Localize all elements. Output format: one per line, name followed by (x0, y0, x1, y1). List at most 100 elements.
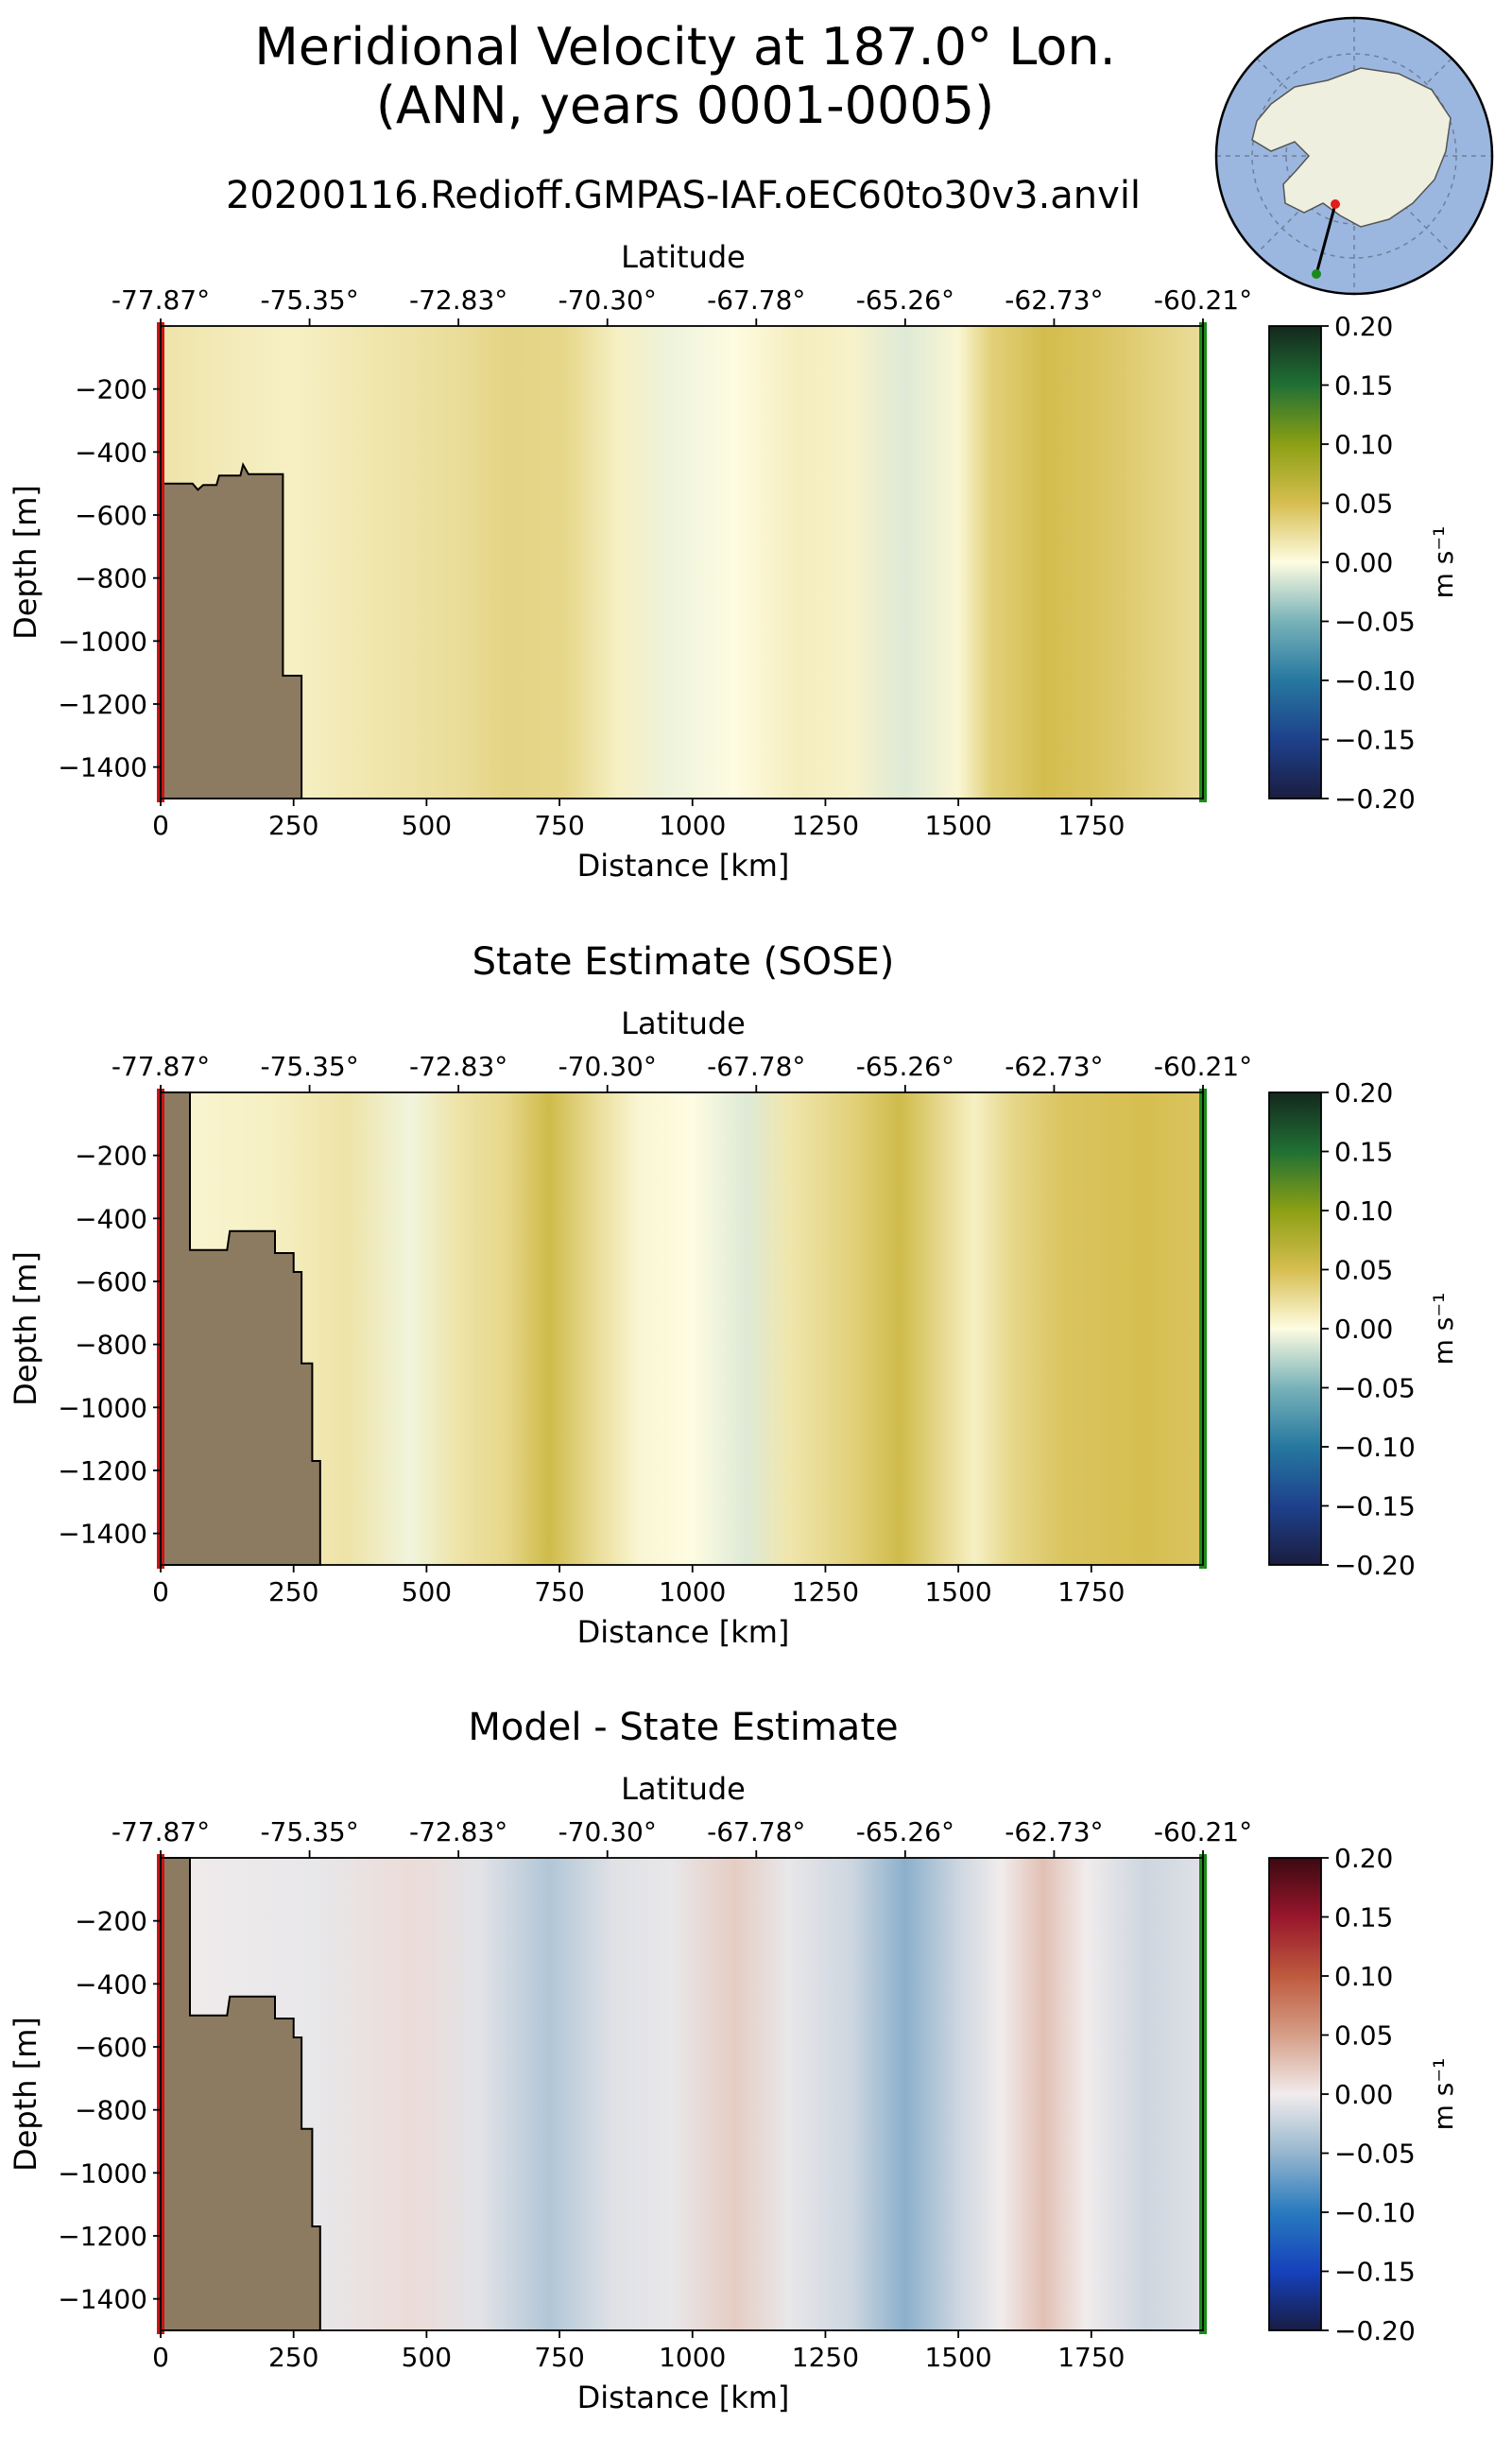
seafloor-bathymetry (160, 1091, 321, 1566)
section-start-marker (1331, 199, 1340, 209)
x-tick-label: 0 (152, 1576, 169, 1607)
x-tick-label: 750 (534, 1576, 584, 1607)
x-tick-label: 1000 (659, 1576, 726, 1607)
x-tick-label: 1000 (659, 2342, 726, 2373)
colorbar (1268, 325, 1322, 799)
x-tick-label: 1750 (1057, 1576, 1125, 1607)
latitude-tick-label: -62.73° (1005, 1816, 1103, 1847)
x-tick-label: 1250 (792, 2342, 859, 2373)
x-tick-label: 500 (402, 1576, 452, 1607)
colorbar (1268, 1857, 1322, 2331)
y-tick-label: −1200 (58, 2221, 147, 2252)
map-border (1214, 16, 1494, 296)
x-tick-label: 750 (534, 2342, 584, 2373)
colorbar-tick-label: −0.15 (1334, 1491, 1416, 1522)
latitude-axis-label: Latitude (621, 1771, 746, 1807)
y-tick-label: −200 (75, 1141, 147, 1172)
section-end-marker (1312, 269, 1321, 279)
latitude-tick-label: -62.73° (1005, 284, 1103, 316)
latitude-tick-label: -60.21° (1154, 1051, 1252, 1082)
y-axis-label: Depth [m] (8, 1251, 43, 1406)
plot-frame (160, 325, 1204, 799)
panel-title: State Estimate (SOSE) (472, 940, 895, 984)
colorbar-tick-label: −0.20 (1334, 2315, 1416, 2346)
latitude-tick-label: -77.87° (112, 1816, 210, 1847)
colorbar-tick-label: 0.00 (1334, 2079, 1393, 2110)
colorbar-tick-label: 0.15 (1334, 1137, 1393, 1168)
latitude-tick-label: -65.26° (856, 1051, 954, 1082)
latitude-tick-label: -67.78° (707, 284, 805, 316)
y-tick-label: −600 (75, 1266, 147, 1297)
y-tick-label: −1200 (58, 1455, 147, 1486)
y-tick-label: −1000 (58, 626, 147, 657)
y-tick-label: −1400 (58, 2284, 147, 2315)
colorbar-tick-label: −0.05 (1334, 1373, 1416, 1404)
colorbar-tick-label: 0.10 (1334, 1961, 1393, 1992)
latitude-tick-label: -77.87° (112, 1051, 210, 1082)
x-tick-label: 0 (152, 810, 169, 841)
y-tick-label: −1200 (58, 689, 147, 720)
x-tick-label: 1250 (792, 1576, 859, 1607)
latitude-tick-label: -70.30° (558, 284, 657, 316)
velocity-field (161, 326, 1203, 799)
latitude-tick-label: -75.35° (260, 1051, 358, 1082)
colorbar-label: m s⁻¹ (1428, 2058, 1459, 2131)
y-tick-label: −800 (75, 2095, 147, 2126)
chart-panel-1: 20200116.Redioff.GMPAS-IAF.oEC60to30v3.a… (8, 174, 1459, 884)
latitude-tick-label: -70.30° (558, 1816, 657, 1847)
velocity-field (161, 1858, 1203, 2330)
x-tick-label: 500 (402, 2342, 452, 2373)
y-tick-label: −1400 (58, 1519, 147, 1550)
figure-title-line1: Meridional Velocity at 187.0° Lon. (254, 17, 1116, 77)
velocity-field (161, 1092, 1203, 1565)
latitude-tick-label: -75.35° (260, 1816, 358, 1847)
colorbar-label: m s⁻¹ (1428, 1293, 1459, 1366)
panel-title: 20200116.Redioff.GMPAS-IAF.oEC60to30v3.a… (226, 174, 1141, 217)
plot-frame (160, 1857, 1204, 2331)
latitude-tick-label: -72.83° (409, 1816, 507, 1847)
x-tick-label: 750 (534, 810, 584, 841)
y-tick-label: −600 (75, 2032, 147, 2063)
y-tick-label: −200 (75, 1906, 147, 1937)
colorbar-tick-label: −0.10 (1334, 2197, 1416, 2228)
y-tick-label: −800 (75, 1330, 147, 1361)
y-tick-label: −400 (75, 1203, 147, 1234)
latitude-tick-label: -67.78° (707, 1816, 805, 1847)
colorbar-tick-label: −0.05 (1334, 607, 1416, 638)
x-tick-label: 250 (268, 2342, 318, 2373)
colorbar-tick-label: −0.15 (1334, 725, 1416, 756)
latitude-tick-label: -72.83° (409, 1051, 507, 1082)
x-axis-label: Distance [km] (577, 848, 790, 884)
colorbar-tick-label: 0.15 (1334, 1902, 1393, 1933)
latitude-axis-label: Latitude (621, 239, 746, 275)
colorbar-tick-label: −0.20 (1334, 783, 1416, 815)
colorbar-tick-label: 0.05 (1334, 489, 1393, 520)
latitude-tick-label: -77.87° (112, 284, 210, 316)
colorbar-tick-label: 0.10 (1334, 1195, 1393, 1227)
latitude-axis-label: Latitude (621, 1005, 746, 1041)
figure-title-line2: (ANN, years 0001-0005) (376, 76, 994, 135)
colorbar-tick-label: −0.20 (1334, 1550, 1416, 1581)
colorbar-label: m s⁻¹ (1428, 526, 1459, 599)
x-axis-label: Distance [km] (577, 1614, 790, 1650)
latitude-tick-label: -67.78° (707, 1051, 805, 1082)
colorbar-tick-label: 0.00 (1334, 547, 1393, 578)
colorbar-tick-label: 0.15 (1334, 370, 1393, 402)
latitude-tick-label: -72.83° (409, 284, 507, 316)
x-tick-label: 250 (268, 810, 318, 841)
y-axis-label: Depth [m] (8, 2017, 43, 2172)
colorbar-tick-label: 0.20 (1334, 311, 1393, 342)
y-axis-label: Depth [m] (8, 485, 43, 640)
seafloor-bathymetry (160, 1857, 321, 2331)
colorbar-tick-label: 0.10 (1334, 429, 1393, 460)
y-tick-label: −1400 (58, 752, 147, 783)
colorbar-tick-label: 0.05 (1334, 1255, 1393, 1286)
x-tick-label: 1750 (1057, 2342, 1125, 2373)
colorbar-tick-label: 0.20 (1334, 1843, 1393, 1874)
plot-frame (160, 1091, 1204, 1566)
colorbar-tick-label: 0.05 (1334, 2020, 1393, 2052)
latitude-tick-label: -60.21° (1154, 284, 1252, 316)
x-tick-label: 1500 (924, 810, 991, 841)
x-tick-label: 1500 (924, 2342, 991, 2373)
